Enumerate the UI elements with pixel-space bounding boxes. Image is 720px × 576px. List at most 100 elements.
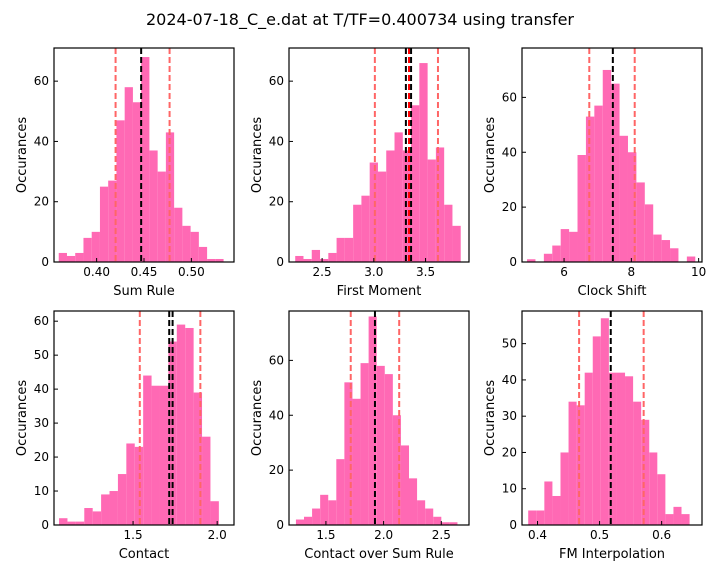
histogram-bar: [653, 234, 662, 262]
y-tick-label: 50: [34, 348, 49, 362]
histogram-bar: [295, 255, 304, 262]
x-tick-label: 1.5: [316, 528, 335, 542]
histogram-bar: [369, 162, 378, 262]
histogram-bar: [384, 374, 393, 525]
histogram-bar: [625, 376, 634, 525]
histogram-bar: [584, 372, 593, 525]
histogram-bar: [312, 508, 321, 525]
x-axis-label: Contact over Sum Rule: [304, 547, 453, 562]
histogram-bar: [377, 171, 387, 262]
y-tick-label: 30: [502, 409, 517, 423]
histogram-bar: [686, 256, 696, 262]
histogram-bar: [193, 392, 203, 525]
histogram-bar: [174, 207, 183, 262]
axes-frame: [288, 310, 470, 526]
x-tick-label: 2.0: [374, 528, 393, 542]
histogram-bar: [75, 521, 85, 525]
y-tick-label: 20: [34, 195, 49, 209]
histogram-bar: [109, 491, 118, 525]
histogram-bar: [576, 405, 585, 525]
histogram-bar: [600, 318, 609, 525]
x-tick-label: 0.6: [652, 528, 671, 542]
histogram-bar: [670, 248, 679, 262]
histogram-bar: [368, 316, 377, 525]
histogram-bar: [641, 419, 650, 525]
histogram-bar: [132, 102, 142, 262]
histogram-bar: [176, 324, 186, 525]
histogram-bar: [91, 231, 100, 262]
y-tick-label: 20: [502, 200, 517, 214]
y-tick-label: 60: [34, 74, 49, 88]
histogram-bar: [320, 494, 329, 525]
x-tick-label: 2.0: [208, 528, 227, 542]
y-tick-label: 0: [41, 255, 49, 269]
panel-3: 6 8 10 0 20 40 60 Clock Shift Occurances: [483, 47, 706, 299]
x-tick-label: 0.4: [528, 528, 547, 542]
x-axis-label: Sum Rule: [113, 284, 175, 299]
histogram-bar: [210, 501, 219, 525]
histogram-bar: [560, 229, 570, 262]
x-axis-label: First Moment: [337, 284, 422, 299]
y-axis-label: Occurances: [483, 117, 498, 193]
y-tick-label: 40: [502, 145, 517, 159]
y-tick-label: 0: [276, 255, 284, 269]
x-tick-label: 2.5: [432, 528, 451, 542]
histogram-bar: [411, 105, 420, 262]
histogram-bar: [344, 237, 354, 262]
histogram-bar: [528, 510, 537, 525]
histogram-bar: [636, 182, 645, 262]
y-axis-label: Occurances: [483, 380, 498, 456]
histogram-bar: [569, 231, 578, 262]
histogram-bar: [417, 500, 426, 525]
y-tick-label: 20: [269, 195, 284, 209]
panel-4: 1.5 2.0 0 10 20 30 40 50 60 Contact Occurances: [15, 310, 235, 562]
histogram-bar: [295, 519, 304, 525]
histogram-bar: [681, 514, 690, 525]
histogram-bar: [394, 132, 403, 262]
histogram-bar: [185, 327, 194, 525]
y-axis-label: Occurances: [250, 117, 265, 193]
histogram-bar: [608, 372, 617, 525]
histogram-bar: [304, 516, 313, 525]
histogram-bar: [59, 518, 68, 525]
y-tick-label: 60: [502, 90, 517, 104]
histogram-bar: [452, 225, 461, 262]
histogram-bar: [83, 237, 92, 262]
x-tick-label: 3.0: [364, 265, 383, 279]
histogram-bar: [207, 258, 216, 262]
y-tick-label: 40: [269, 134, 284, 148]
histogram-bar: [543, 253, 553, 262]
figure-title: 2024-07-18_C_e.dat at T/TF=0.400734 usin…: [145, 10, 575, 29]
histogram-bar: [435, 147, 445, 262]
histogram-bar: [400, 445, 409, 525]
histogram-bar: [159, 385, 169, 525]
y-tick-label: 0: [509, 518, 517, 532]
histogram-bar: [644, 204, 654, 262]
x-tick-label: 3.5: [416, 265, 435, 279]
histogram-bar: [449, 522, 458, 525]
histogram-bar: [661, 240, 671, 262]
y-tick-label: 0: [41, 518, 49, 532]
histogram-bar: [182, 225, 191, 262]
axes-frame: [521, 47, 703, 263]
histogram-bar: [444, 204, 453, 262]
y-axis-label: Occurances: [15, 380, 30, 456]
y-tick-label: 40: [34, 134, 49, 148]
histogram-bar: [392, 415, 401, 525]
x-tick-label: 0.45: [131, 265, 158, 279]
histogram-bar: [657, 474, 666, 525]
x-tick-label: 0.50: [178, 265, 205, 279]
x-tick-label: 0.5: [590, 528, 609, 542]
histogram-bar: [673, 506, 682, 525]
histogram-bar: [99, 186, 109, 262]
axes-frame: [288, 47, 470, 263]
histogram-bar: [419, 63, 428, 263]
histogram-bar: [124, 87, 133, 262]
histogram-bar: [633, 401, 642, 525]
panel-2: 2.5 3.0 3.5 0 20 40 60 First Moment Occurances: [250, 47, 470, 299]
histogram-bar: [544, 481, 553, 525]
histogram-bar: [560, 452, 569, 525]
x-axis-label: Clock Shift: [578, 284, 647, 299]
y-tick-label: 60: [269, 74, 284, 88]
